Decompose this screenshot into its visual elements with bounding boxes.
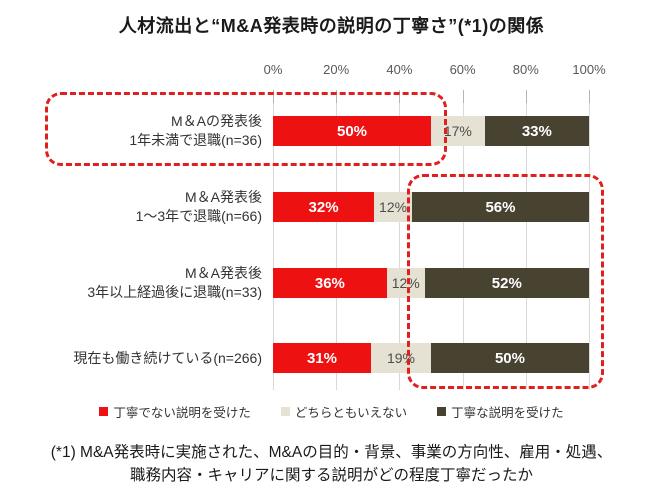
axis-tickmark-60 <box>462 90 464 103</box>
x-axis-tick-40: 40% <box>386 62 413 77</box>
bar-segment-2-1: 32% <box>273 192 375 222</box>
gridline-40 <box>399 90 401 390</box>
legend: 丁寧でない説明を受けた どちらともいえない 丁寧な説明を受けた <box>0 402 663 421</box>
x-axis-tick-100: 100% <box>572 62 606 77</box>
axis-tickmark-80 <box>525 90 527 103</box>
category-label-1-line-2: 1年未満で退職(n=36) <box>129 132 262 148</box>
gridline-80 <box>525 90 527 390</box>
footnote: (*1) M&A発表時に実施された、M&Aの目的・背景、事業の方向性、雇用・処遇… <box>0 441 663 487</box>
axis-tickmark-0 <box>273 90 274 103</box>
category-label-3: M＆A発表後 3年以上経過後に退職(n=33) <box>0 264 262 302</box>
highlight-box-polite-explanation <box>407 174 604 389</box>
category-label-4: 現在も働き続けている(n=266) <box>0 349 262 368</box>
bar-row-3: 36% 12% 52% <box>273 268 589 298</box>
bar-segment-1-3: 33% <box>484 116 589 146</box>
category-label-4-line-1: 現在も働き続けている(n=266) <box>73 349 262 366</box>
bar-segment-3-3: 52% <box>424 268 589 298</box>
x-axis-tick-60: 60% <box>449 62 476 77</box>
bar-segment-4-3: 50% <box>430 343 589 373</box>
gridline-20 <box>336 90 338 390</box>
bar-segment-2-2: 12% <box>374 192 413 222</box>
legend-swatch-1 <box>99 407 109 416</box>
axis-tickmark-40 <box>399 90 401 103</box>
category-label-3-line-1: M＆A発表後 <box>185 265 262 281</box>
bar-segment-1-1: 50% <box>273 116 431 146</box>
legend-item-3: 丁寧な説明を受けた <box>437 402 564 421</box>
gridline-0 <box>273 90 274 390</box>
bar-row-2: 32% 12% 56% <box>273 192 589 222</box>
category-label-2-line-1: M＆A発表後 <box>185 189 262 205</box>
bar-segment-3-2: 12% <box>386 268 425 298</box>
x-axis-tick-80: 80% <box>512 62 539 77</box>
highlight-box-not-polite-early-leavers <box>45 92 447 166</box>
bar-row-1: 50% 17% 33% <box>273 116 589 146</box>
legend-swatch-3 <box>437 407 447 416</box>
bar-segment-1-2: 17% <box>431 116 485 146</box>
category-label-1: M＆Aの発表後 1年未満で退職(n=36) <box>0 112 262 150</box>
footnote-line-1: (*1) M&A発表時に実施された、M&Aの目的・背景、事業の方向性、雇用・処遇… <box>50 444 613 461</box>
chart-title: 人材流出と“M&A発表時の説明の丁寧さ”(*1)の関係 <box>118 16 545 36</box>
category-label-3-line-2: 3年以上経過後に退職(n=33) <box>87 284 262 300</box>
category-label-2-line-2: 1～3年で退職(n=66) <box>135 208 262 224</box>
gridline-100 <box>589 90 590 390</box>
legend-swatch-2 <box>280 407 290 416</box>
gridline-60 <box>462 90 464 390</box>
x-axis-tick-20: 20% <box>323 62 350 77</box>
bar-segment-2-3: 56% <box>412 192 589 222</box>
footnote-line-2: 職務内容・キャリアに関する説明がどの程度丁寧だったか <box>129 467 533 484</box>
bar-segment-4-1: 31% <box>273 343 371 373</box>
x-axis-tick-0: 0% <box>263 62 283 77</box>
legend-label-2: どちらともいえない <box>294 406 408 420</box>
axis-tickmark-100 <box>589 90 590 103</box>
bar-segment-3-1: 36% <box>273 268 387 298</box>
legend-item-2: どちらともいえない <box>280 402 408 421</box>
legend-label-1: 丁寧でない説明を受けた <box>113 406 251 420</box>
legend-item-1: 丁寧でない説明を受けた <box>99 402 251 421</box>
legend-label-3: 丁寧な説明を受けた <box>451 406 564 420</box>
category-label-1-line-1: M＆Aの発表後 <box>171 113 262 129</box>
axis-tickmark-20 <box>336 90 338 103</box>
category-label-2: M＆A発表後 1～3年で退職(n=66) <box>0 188 262 226</box>
